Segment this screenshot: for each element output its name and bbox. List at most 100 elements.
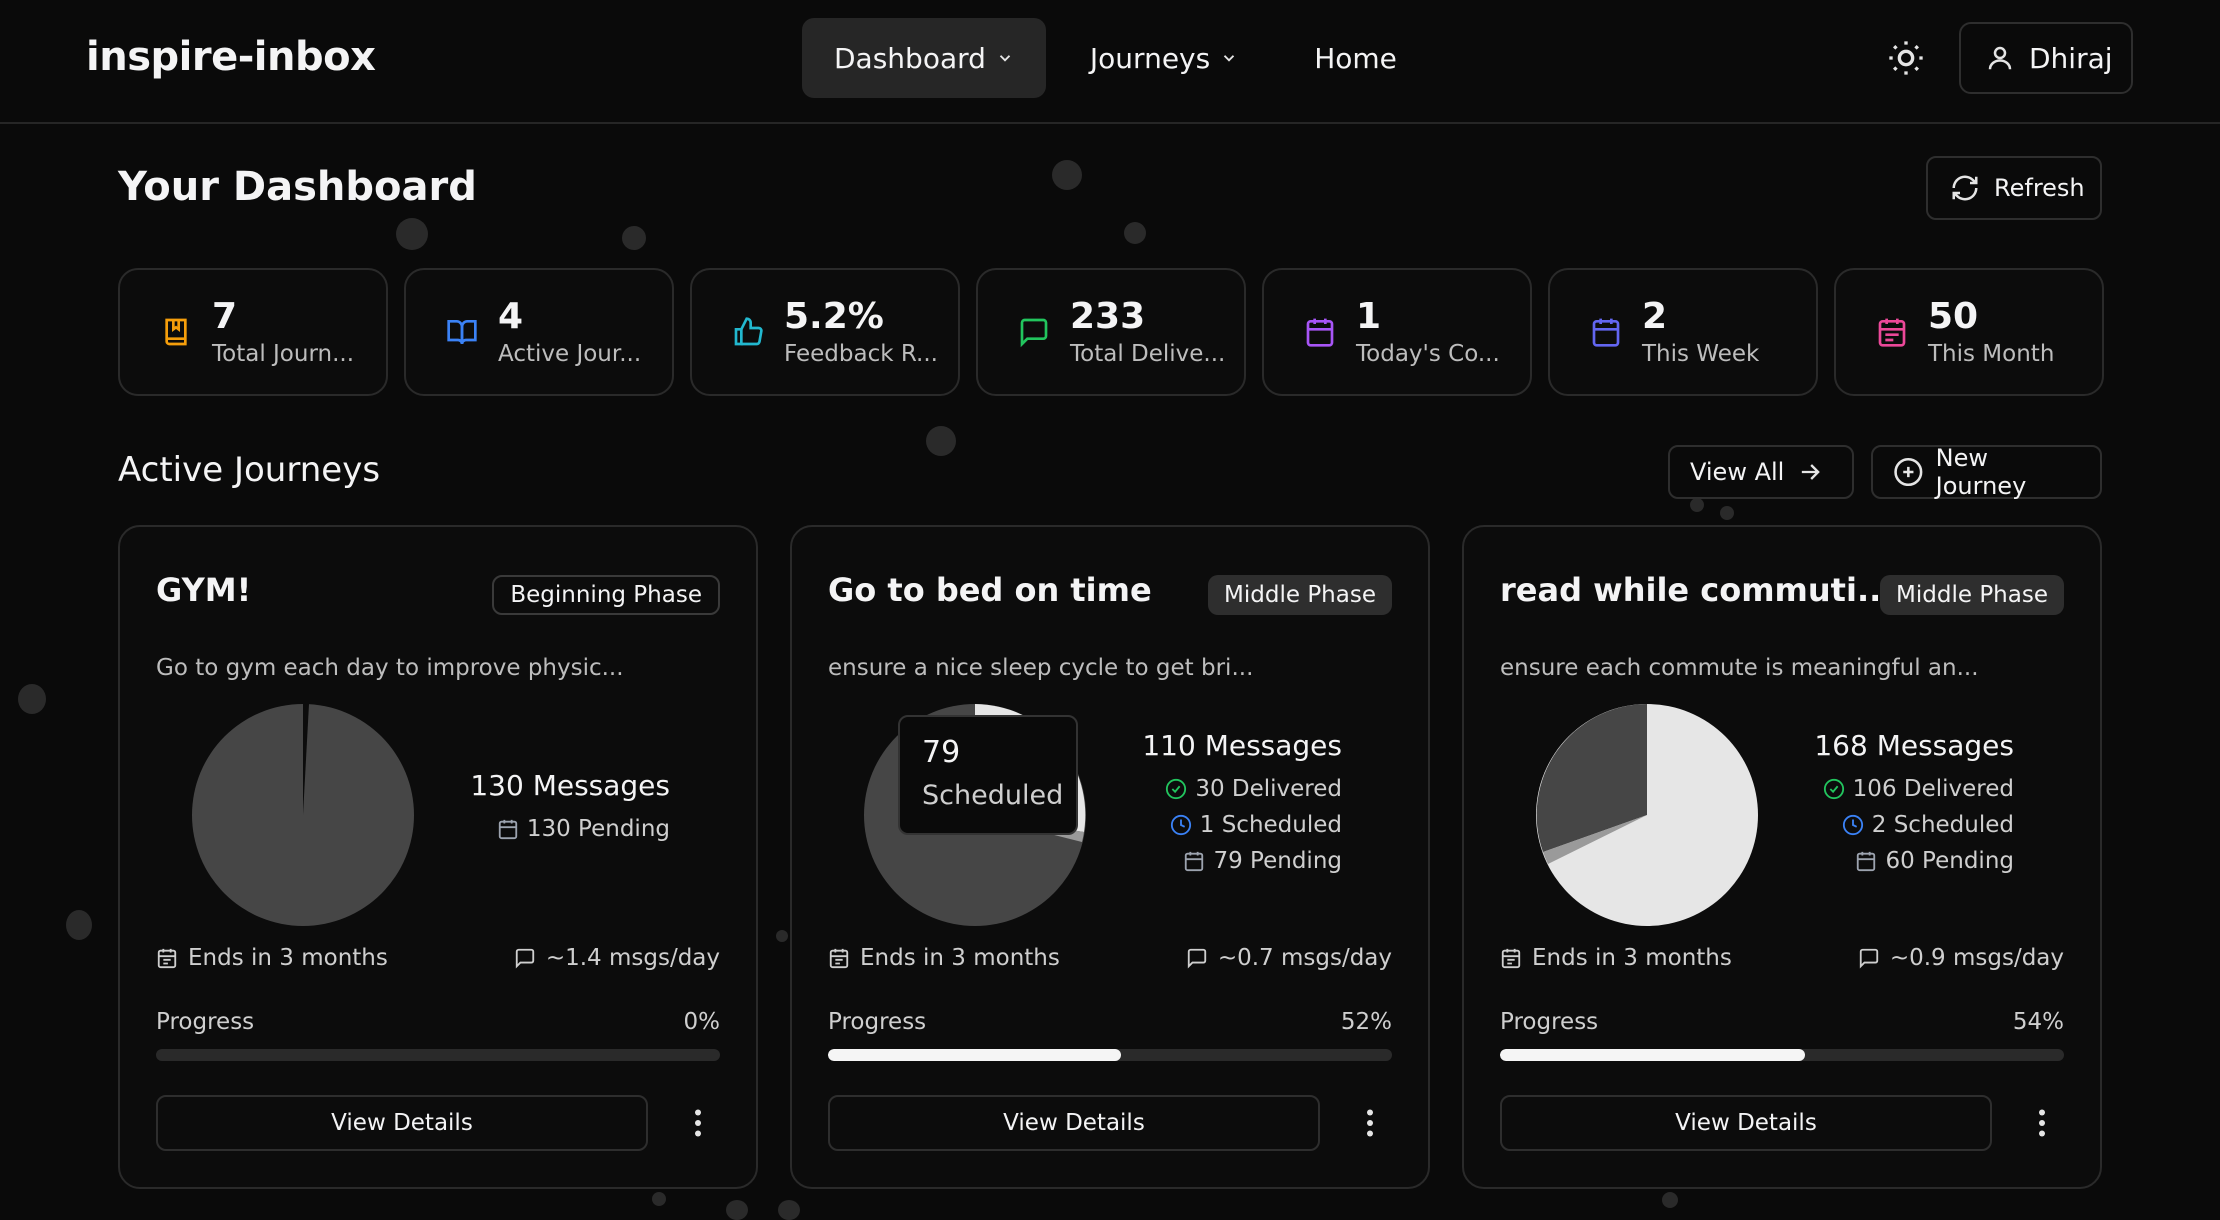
main-nav: Dashboard Journeys Home [802, 18, 1429, 98]
scheduled-count: 1 Scheduled [1142, 812, 1342, 838]
message-rate: ~1.4 msgs/day [514, 945, 720, 971]
pending-label: 130 Pending [526, 816, 670, 842]
message-stats: 110 Messages 30 Delivered 1 Scheduled 79… [1142, 729, 1342, 874]
message-stats: 168 Messages 106 Delivered 2 Scheduled 6… [1814, 729, 2014, 874]
stat-label: This Month [1928, 341, 2055, 367]
stat-label: Total Journ... [212, 341, 355, 367]
journey-description: ensure a nice sleep cycle to get bri... [828, 655, 1254, 681]
stats-row: 7 Total Journ... 4 Active Jour... 5.2% Feed… [118, 268, 2104, 396]
background-dot [1662, 1192, 1678, 1208]
stat-card-feedback-rate: 5.2% Feedback R... [690, 268, 960, 396]
delivered-count: 106 Delivered [1814, 776, 2014, 802]
pie-gap [303, 704, 309, 815]
stat-value: 233 [1070, 296, 1146, 337]
stat-value: 2 [1642, 296, 1668, 337]
journey-title: read while commuti... [1500, 571, 1894, 609]
message-icon [1020, 318, 1048, 348]
phase-badge: Beginning Phase [492, 575, 720, 615]
plus-circle-icon [1894, 457, 1923, 487]
clock-icon [1170, 814, 1191, 836]
more-vertical-icon[interactable] [680, 1105, 716, 1141]
background-dot [1720, 506, 1734, 520]
stat-label: Active Jour... [498, 341, 642, 367]
thumbs-up-icon [734, 317, 763, 346]
background-dot [652, 1192, 666, 1206]
pending-label: 79 Pending [1213, 848, 1342, 874]
journey-title: GYM! [156, 571, 252, 609]
stat-label: Feedback R... [784, 341, 938, 367]
calendar-icon [1306, 318, 1334, 347]
progress-percent: 0% [683, 1009, 721, 1035]
stat-card-this-week: 2 This Week [1548, 268, 1818, 396]
view-details-button[interactable]: View Details [156, 1095, 648, 1151]
sun-icon[interactable] [1886, 38, 1926, 78]
stat-card-total-delivered: 233 Total Delive... [976, 268, 1246, 396]
background-dot [18, 684, 46, 714]
calendar-range-icon [1878, 318, 1906, 347]
stat-card-active-journeys: 4 Active Jour... [404, 268, 674, 396]
total-messages: 130 Messages [470, 769, 670, 802]
background-dot [1690, 498, 1704, 512]
user-icon [1988, 46, 2012, 70]
stat-card-this-month: 50 This Month [1834, 268, 2104, 396]
calendar-icon [829, 948, 849, 969]
background-dot [1052, 160, 1082, 190]
progress-percent: 54% [2012, 1009, 2064, 1035]
journey-description: Go to gym each day to improve physic... [156, 655, 624, 681]
view-details-button[interactable]: View Details [828, 1095, 1320, 1151]
progress-label: Progress [1500, 1009, 1599, 1035]
message-rate-label: ~0.7 msgs/day [1217, 945, 1392, 971]
scheduled-label: 1 Scheduled [1199, 812, 1342, 838]
background-dot [726, 1200, 748, 1220]
message-icon [1187, 948, 1206, 969]
nav-journeys[interactable]: Journeys [1058, 18, 1270, 98]
view-details-button[interactable]: View Details [1500, 1095, 1992, 1151]
message-status-pie-chart[interactable] [1534, 702, 1760, 928]
journey-meta: Ends in 3 months ~1.4 msgs/day [156, 945, 720, 971]
new-journey-button[interactable]: New Journey [1871, 444, 2102, 500]
nav-home[interactable]: Home [1282, 18, 1429, 98]
message-icon [515, 948, 534, 969]
nav-journeys-label: Journeys [1089, 41, 1211, 75]
background-dot [776, 930, 788, 942]
more-vertical-icon[interactable] [2024, 1105, 2060, 1141]
section-title: Active Journeys [118, 450, 381, 490]
progress-bar [156, 1049, 720, 1061]
message-rate-label: ~1.4 msgs/day [545, 945, 720, 971]
journey-meta: Ends in 3 months ~0.9 msgs/day [1500, 945, 2064, 971]
journey-card: GYM! Beginning Phase Go to gym each day … [118, 525, 758, 1189]
background-dot [926, 426, 956, 456]
end-date: Ends in 3 months [156, 945, 388, 971]
total-messages: 110 Messages [1142, 729, 1342, 762]
view-all-button[interactable]: View All [1668, 445, 1854, 499]
message-rate: ~0.7 msgs/day [1186, 945, 1392, 971]
message-status-pie-chart[interactable] [190, 702, 416, 928]
check-circle-icon [1823, 778, 1844, 800]
refresh-button[interactable]: Refresh [1926, 156, 2102, 220]
user-menu-button[interactable]: Dhiraj [1959, 22, 2133, 94]
page-title: Your Dashboard [118, 164, 477, 210]
journey-description: ensure each commute is meaningful an... [1500, 655, 1979, 681]
background-dot [396, 218, 428, 250]
calendar-icon [1501, 948, 1521, 969]
delivered-label: 30 Delivered [1195, 776, 1342, 802]
pie-slice-pending[interactable] [1536, 704, 1647, 852]
check-circle-icon [1166, 778, 1187, 800]
end-date-label: Ends in 3 months [188, 945, 388, 971]
stat-label: This Week [1642, 341, 1760, 367]
end-date-label: Ends in 3 months [860, 945, 1060, 971]
journey-card: Go to bed on time Middle Phase ensure a … [790, 525, 1430, 1189]
stat-card-total-journeys: 7 Total Journ... [118, 268, 388, 396]
pie-slice-scheduled[interactable] [1543, 815, 1647, 864]
progress-label: Progress [828, 1009, 927, 1035]
stat-card-today: 1 Today's Co... [1262, 268, 1532, 396]
more-vertical-icon[interactable] [1352, 1105, 1388, 1141]
stat-value: 5.2% [784, 296, 884, 337]
progress-percent: 52% [1340, 1009, 1392, 1035]
nav-dashboard[interactable]: Dashboard [802, 18, 1046, 98]
top-navbar: inspire-inbox Dashboard Journeys Home Dh… [0, 0, 2220, 124]
phase-badge: Middle Phase [1208, 575, 1392, 615]
pending-count: 60 Pending [1814, 848, 2014, 874]
app-logo[interactable]: inspire-inbox [86, 34, 376, 80]
arrow-right-icon [1802, 464, 1821, 480]
